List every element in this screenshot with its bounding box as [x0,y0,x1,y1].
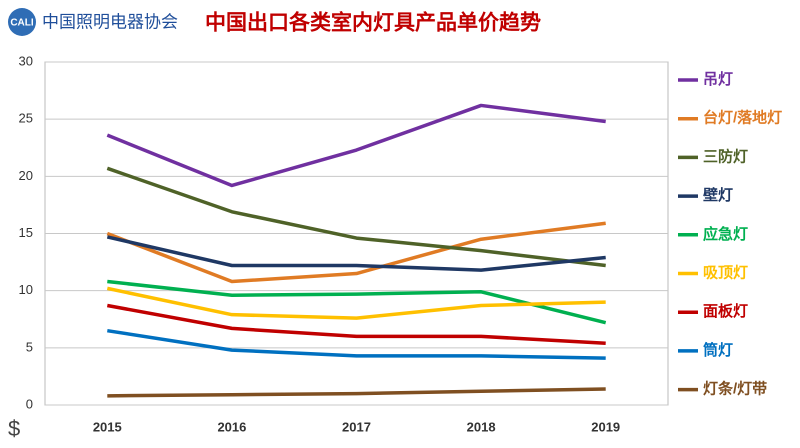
legend-label: 筒灯 [703,341,733,359]
series-line [107,387,606,398]
x-tick-label: 2019 [591,419,620,434]
legend-label: 应急灯 [703,225,748,243]
x-tick-label: 2015 [93,419,122,434]
series-line [106,286,606,320]
y-axis-label: $ [8,416,20,441]
legend-label: 壁灯 [703,186,733,204]
series-line [106,166,606,268]
chart-title: 中国出口各类室内灯具产品单价趋势 [205,11,541,35]
logo-circle [8,8,36,36]
y-tick-label: 20 [19,168,33,183]
series-line [106,235,606,272]
logo-org: 中国照明电器协会 [42,13,178,33]
y-tick-label: 0 [26,396,33,411]
y-tick-label: 10 [19,282,33,297]
series-line [106,303,606,346]
legend-label: 吸顶灯 [703,264,748,281]
series-line [107,328,606,360]
y-tick-label: 5 [26,339,33,354]
y-tick-label: 25 [19,111,33,126]
legend-label: 台灯/落地灯 [703,109,782,127]
legend-label: 面板灯 [703,302,748,320]
x-tick-label: 2018 [467,419,496,434]
series-line [107,279,607,325]
legend-label: 吊灯 [703,71,733,88]
legend-label: 灯条/灯带 [703,380,767,398]
legend-label: 三防灯 [703,147,748,165]
y-tick-label: 30 [19,53,33,68]
logo-mark: CALI [10,18,34,29]
x-tick-label: 2017 [342,419,371,434]
series-line [106,103,606,188]
series-line [106,221,606,284]
x-tick-label: 2016 [217,419,246,434]
y-tick-label: 15 [19,225,33,240]
